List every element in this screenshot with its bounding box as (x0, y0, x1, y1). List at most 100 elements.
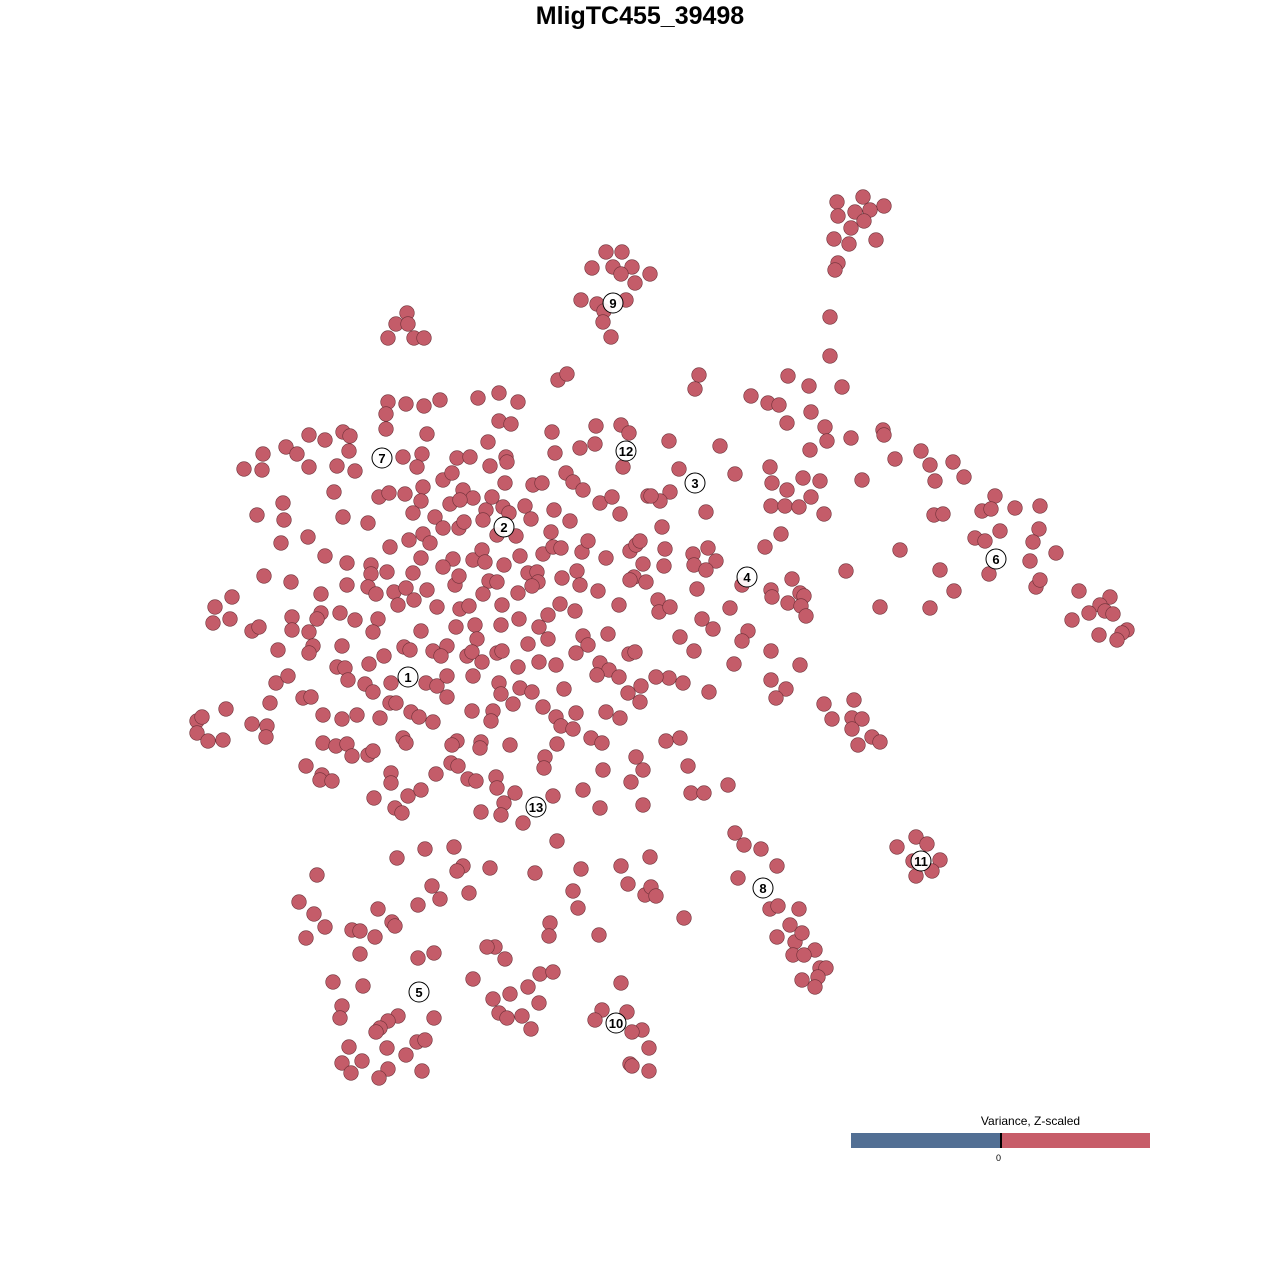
data-point (512, 548, 528, 564)
data-point (494, 597, 510, 613)
cluster-label-text: 2 (500, 520, 507, 535)
data-point (341, 1039, 357, 1055)
data-point (922, 457, 938, 473)
data-point (324, 773, 340, 789)
data-point (360, 515, 376, 531)
cluster-label-text: 10 (609, 1016, 623, 1031)
data-point (611, 597, 627, 613)
data-point (465, 490, 481, 506)
data-point (771, 397, 787, 413)
cluster-label-5: 5 (408, 981, 430, 1003)
data-point (572, 577, 588, 593)
data-point (301, 624, 317, 640)
data-point (780, 368, 796, 384)
cluster-label-badge (752, 877, 774, 899)
data-point (424, 878, 440, 894)
data-point (595, 314, 611, 330)
data-point (520, 979, 536, 995)
data-point (635, 762, 651, 778)
data-point (480, 434, 496, 450)
data-point (390, 597, 406, 613)
data-point (614, 244, 630, 260)
data-point (548, 657, 564, 673)
cluster-label-badge (602, 292, 624, 314)
data-point (696, 785, 712, 801)
data-point (334, 638, 350, 654)
data-point (654, 519, 670, 535)
data-point (854, 472, 870, 488)
data-point (475, 586, 491, 602)
data-point (514, 1008, 530, 1024)
data-point (365, 624, 381, 640)
data-point (218, 701, 234, 717)
data-point (580, 533, 596, 549)
data-point (700, 540, 716, 556)
data-point (465, 668, 481, 684)
data-point (612, 710, 628, 726)
data-point (415, 479, 431, 495)
data-point (355, 978, 371, 994)
data-point (843, 430, 859, 446)
data-point (531, 619, 547, 635)
data-point (592, 495, 608, 511)
data-point (567, 603, 583, 619)
data-point (236, 461, 252, 477)
data-point (892, 542, 908, 558)
data-point (335, 509, 351, 525)
data-point (370, 611, 386, 627)
data-point (676, 910, 692, 926)
data-point (255, 446, 271, 462)
data-point (638, 574, 654, 590)
data-point (545, 788, 561, 804)
data-point (361, 656, 377, 672)
data-point (497, 475, 513, 491)
data-point (270, 642, 286, 658)
data-point (262, 695, 278, 711)
data-point (675, 675, 691, 691)
data-point (427, 509, 443, 525)
cluster-label-badge (493, 516, 515, 538)
data-point (448, 619, 464, 635)
data-point (641, 1063, 657, 1079)
data-point (325, 974, 341, 990)
data-point (370, 901, 386, 917)
data-point (590, 583, 606, 599)
data-point (694, 611, 710, 627)
data-point (449, 450, 465, 466)
data-point (1031, 521, 1047, 537)
data-point (764, 475, 780, 491)
data-point (549, 736, 565, 752)
data-point (483, 713, 499, 729)
data-point (932, 562, 948, 578)
data-point (568, 705, 584, 721)
cluster-label-badge (371, 447, 393, 469)
data-point (315, 707, 331, 723)
data-point (416, 330, 432, 346)
data-point (461, 885, 477, 901)
data-point (843, 220, 859, 236)
data-point (402, 642, 418, 658)
data-point (889, 839, 905, 855)
data-point (352, 946, 368, 962)
data-point (791, 901, 807, 917)
data-point (429, 599, 445, 615)
data-point (611, 669, 627, 685)
data-point (798, 608, 814, 624)
data-point (977, 533, 993, 549)
data-point (515, 815, 531, 831)
data-point (468, 773, 484, 789)
data-point (841, 236, 857, 252)
data-point (306, 906, 322, 922)
data-point (520, 636, 536, 652)
data-point (507, 785, 523, 801)
data-point (523, 1021, 539, 1037)
data-point (303, 689, 319, 705)
data-point (340, 672, 356, 688)
data-point (413, 493, 429, 509)
data-point (536, 760, 552, 776)
data-point (1102, 589, 1118, 605)
data-point (546, 502, 562, 518)
data-point (465, 971, 481, 987)
data-point (613, 266, 629, 282)
legend-title: Variance, Z-scaled (980, 1114, 1081, 1128)
